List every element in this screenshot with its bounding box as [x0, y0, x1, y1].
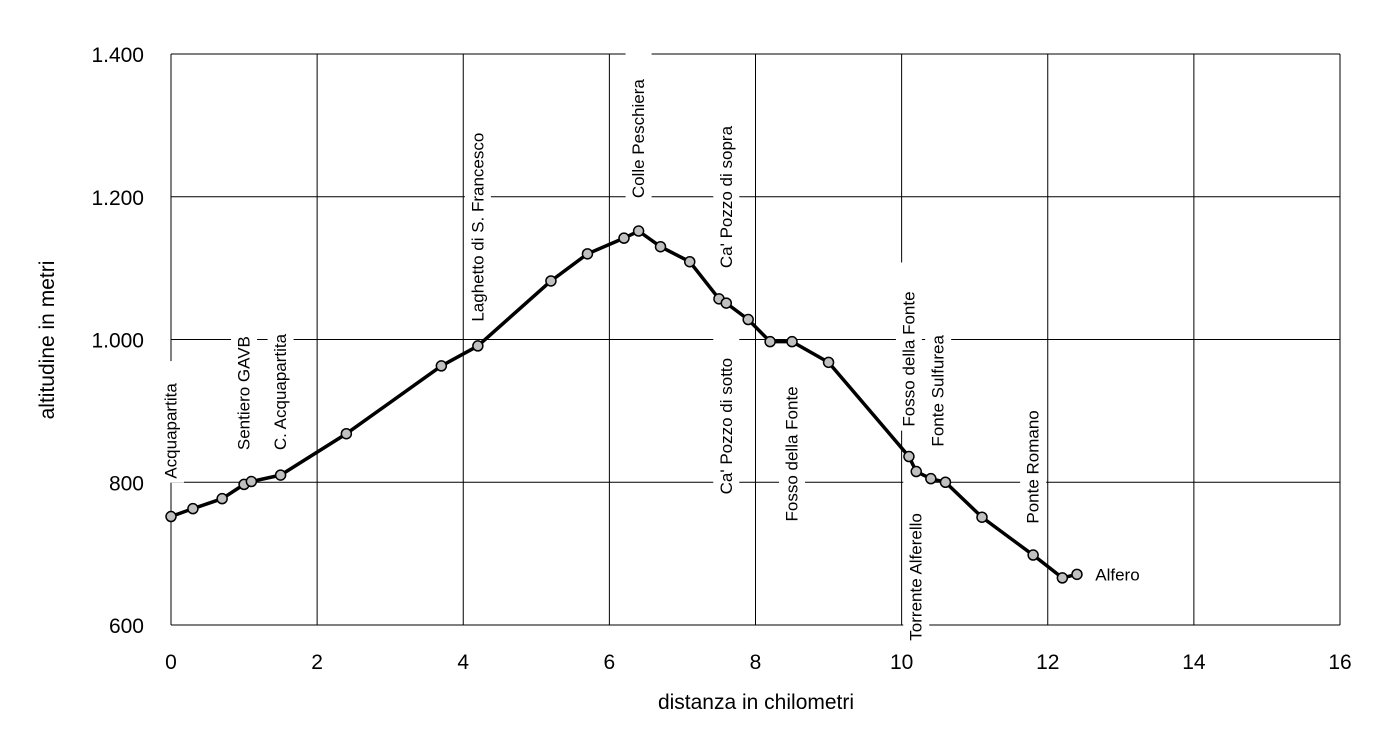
data-point	[546, 276, 556, 286]
x-tick-label: 2	[311, 651, 323, 674]
y-tick-label: 1.400	[91, 44, 144, 67]
data-point	[188, 504, 198, 514]
waypoint-label: Ponte Romano	[1024, 410, 1043, 523]
waypoint-label: C. Acquapartita	[271, 333, 290, 450]
waypoint-annotation: Colle Peschiera	[626, 53, 652, 203]
waypoint-label: Fosso della Fonte	[899, 291, 918, 426]
data-point	[685, 257, 695, 267]
data-point	[473, 341, 483, 351]
data-point	[1028, 550, 1038, 560]
data-point	[634, 226, 644, 236]
data-point	[246, 477, 256, 487]
data-point	[166, 512, 176, 522]
waypoint-label: Alfero	[1095, 565, 1139, 584]
waypoint-label: Acquapartita	[162, 383, 181, 479]
x-tick-label: 4	[457, 651, 469, 674]
x-tick-label: 16	[1328, 651, 1351, 674]
waypoint-annotation: Fosso della Fonte	[779, 357, 805, 525]
waypoint-annotation: C. Acquapartita	[268, 305, 294, 455]
waypoint-label: Fosso della Fonte	[783, 386, 802, 521]
data-point	[911, 467, 921, 477]
waypoint-label: Ca' Pozzo di sotto	[717, 358, 736, 494]
x-axis-title: distanza in chilometri	[658, 691, 854, 714]
data-point	[1072, 569, 1082, 579]
y-tick-label: 1.200	[91, 187, 144, 210]
waypoint-annotation: Acquapartita	[158, 361, 184, 483]
x-tick-label: 14	[1182, 651, 1206, 674]
waypoint-label: Ca' Pozzo di sopra	[717, 125, 736, 268]
waypoint-annotation: Fosso della Fonte	[896, 262, 922, 430]
waypoint-annotations: Acquapartita Sentiero GAVB C. Acquapartita…	[158, 53, 1140, 645]
y-axis-title: altitudine in metri	[36, 261, 59, 420]
waypoint-annotation: Torrente Alferello	[903, 467, 929, 644]
data-point	[217, 494, 227, 504]
data-point	[436, 361, 446, 371]
waypoint-label: Fonte Sulfurea	[929, 335, 948, 447]
x-axis-tick-labels: 0 2 4 6 8 10 12 14 16	[165, 651, 1352, 674]
waypoint-annotation: Fonte Sulfurea	[925, 310, 951, 450]
data-point	[341, 429, 351, 439]
y-tick-label: 800	[109, 472, 144, 495]
y-tick-label: 600	[109, 615, 144, 638]
data-point	[1057, 573, 1067, 583]
data-point	[977, 512, 987, 522]
waypoint-label: Colle Peschiera	[629, 79, 648, 199]
data-point	[276, 470, 286, 480]
waypoint-label: Sentiero GAVB	[235, 336, 254, 450]
data-point	[619, 233, 629, 243]
x-tick-label: 12	[1036, 651, 1059, 674]
data-point	[926, 474, 936, 484]
data-point	[721, 298, 731, 308]
waypoint-label: Torrente Alferello	[907, 513, 926, 641]
y-axis-tick-labels: 600 800 1.000 1.200 1.400	[91, 44, 144, 638]
waypoint-annotation: Sentiero GAVB	[231, 323, 257, 454]
grid-lines	[171, 54, 1340, 625]
x-tick-label: 0	[165, 651, 177, 674]
waypoint-annotation: Ca' Pozzo di sotto	[713, 321, 739, 498]
data-point	[656, 242, 666, 252]
data-point	[582, 249, 592, 259]
waypoint-annotation: Ca' Pozzo di sopra	[713, 95, 739, 272]
waypoint-annotation: Ponte Romano	[1020, 406, 1046, 528]
data-point	[904, 452, 914, 462]
waypoint-annotation: Laghetto di S. Francesco	[465, 92, 491, 325]
waypoint-label: Laghetto di S. Francesco	[468, 133, 487, 322]
data-point	[787, 337, 797, 347]
data-point	[765, 337, 775, 347]
y-tick-label: 1.000	[91, 330, 144, 353]
data-point	[743, 315, 753, 325]
data-point	[940, 477, 950, 487]
x-tick-label: 8	[750, 651, 762, 674]
x-tick-label: 10	[890, 651, 913, 674]
data-point	[824, 357, 834, 367]
x-tick-label: 6	[604, 651, 616, 674]
